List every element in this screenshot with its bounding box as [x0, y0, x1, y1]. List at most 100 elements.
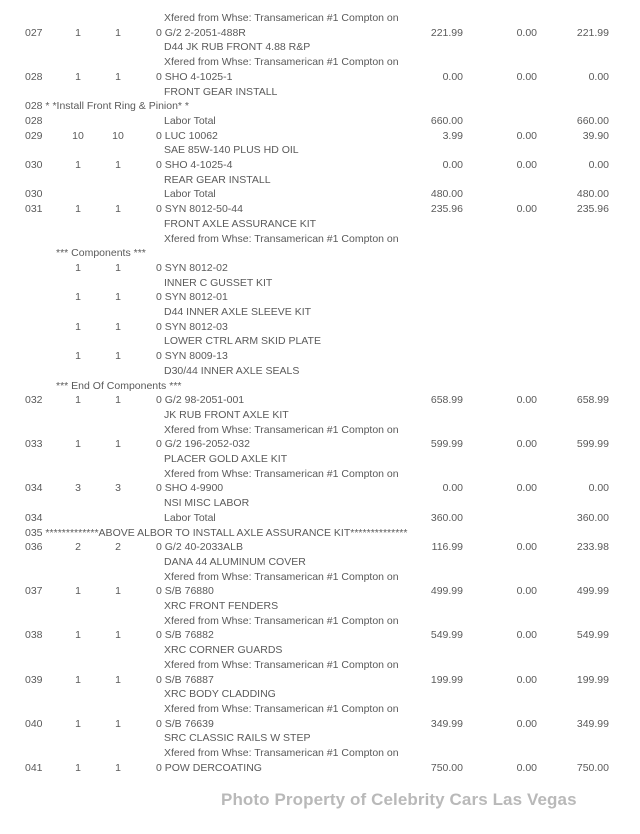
discount: 0.00 — [516, 26, 537, 39]
line-item-row: 1 1 0 SYN 8012-02 — [0, 261, 640, 276]
qty-shipped: 1 — [115, 350, 121, 363]
qty-shipped: 1 — [115, 629, 121, 642]
line-note: 035 *************ABOVE ALBOR TO INSTALL … — [25, 526, 408, 539]
labor-label: Labor Total — [164, 114, 216, 127]
item-description: XRC CORNER GUARDS — [164, 644, 283, 657]
qty-ordered: 1 — [75, 26, 81, 39]
unit-price: 199.99 — [430, 673, 463, 686]
amount: 658.99 — [576, 394, 609, 407]
line-item-row: 1 1 0 SYN 8012-01 — [0, 290, 640, 305]
line-number: 039 — [25, 673, 43, 686]
qty-shipped: 1 — [115, 438, 121, 451]
line-item-row: 039 1 1 0 S/B 76887 199.99 0.00 199.99 — [0, 673, 640, 688]
qty-shipped: 1 — [115, 291, 121, 304]
desc-row: FRONT GEAR INSTALL — [0, 85, 640, 100]
note-row: 035 *************ABOVE ALBOR TO INSTALL … — [0, 526, 640, 541]
desc-row: JK RUB FRONT AXLE KIT — [0, 408, 640, 423]
qty-shipped: 3 — [115, 482, 121, 495]
unit-price: 0.00 — [442, 159, 463, 171]
unit-price: 116.99 — [431, 541, 463, 554]
part-number: 0 G/2 196-2052-032 — [156, 438, 250, 451]
unit-price: 3.99 — [442, 129, 463, 142]
part-number: 0 S/B 76880 — [156, 585, 214, 598]
discount: 0.00 — [516, 482, 537, 495]
unit-price: 599.99 — [430, 438, 463, 451]
transfer-note: Xfered from Whse: Transamerican #1 Compt… — [164, 232, 399, 245]
discount: 0.00 — [516, 541, 537, 554]
xfer-row: Xfered from Whse: Transamerican #1 Compt… — [0, 11, 640, 26]
amount: 750.00 — [576, 761, 609, 774]
qty-ordered: 1 — [75, 291, 81, 304]
unit-price: 750.00 — [430, 761, 463, 774]
xfer-row: Xfered from Whse: Transamerican #1 Compt… — [0, 746, 640, 761]
line-number: 030 — [25, 188, 43, 201]
xfer-row: Xfered from Whse: Transamerican #1 Compt… — [0, 570, 640, 585]
amount: 480.00 — [576, 188, 609, 201]
item-description: FRONT AXLE ASSURANCE KIT — [164, 217, 317, 230]
line-item-row: 034 3 3 0 SHO 4-9900 0.00 0.00 0.00 — [0, 481, 640, 496]
transfer-note: Xfered from Whse: Transamerican #1 Compt… — [164, 702, 399, 715]
amount: 235.96 — [576, 203, 609, 216]
qty-shipped: 1 — [115, 159, 121, 171]
unit-price: 349.99 — [430, 717, 463, 730]
desc-row: XRC FRONT FENDERS — [0, 599, 640, 614]
item-description: LOWER CTRL ARM SKID PLATE — [164, 335, 321, 348]
item-description: XRC BODY CLADDING — [164, 688, 276, 701]
qty-ordered: 1 — [75, 629, 81, 642]
unit-price: 658.99 — [430, 394, 463, 407]
desc-row: XRC CORNER GUARDS — [0, 643, 640, 658]
part-number: 0 SYN 8012-03 — [156, 320, 228, 333]
line-number: 041 — [25, 761, 43, 774]
xfer-row: Xfered from Whse: Transamerican #1 Compt… — [0, 232, 640, 247]
amount: 221.99 — [576, 26, 609, 39]
line-item-row: 033 1 1 0 G/2 196-2052-032 599.99 0.00 599.99 — [0, 437, 640, 452]
xfer-row: Xfered from Whse: Transamerican #1 Compt… — [0, 658, 640, 673]
labor-row: 028 Labor Total 660.00 660.00 — [0, 114, 640, 129]
qty-ordered: 1 — [75, 320, 81, 333]
discount: 0.00 — [516, 203, 537, 216]
amount: 599.99 — [576, 438, 609, 451]
qty-ordered: 3 — [75, 482, 81, 495]
qty-shipped: 1 — [115, 585, 121, 598]
part-number: 0 G/2 40-2033ALB — [156, 541, 243, 554]
item-description: PLACER GOLD AXLE KIT — [164, 453, 288, 465]
line-number: 028 — [25, 114, 43, 127]
discount: 0.00 — [516, 159, 537, 171]
part-number: 0 SHO 4-1025-4 — [156, 159, 233, 171]
transfer-note: Xfered from Whse: Transamerican #1 Compt… — [164, 747, 399, 759]
item-description: DANA 44 ALUMINUM COVER — [164, 555, 306, 568]
qty-ordered: 1 — [75, 159, 81, 171]
item-description: SRC CLASSIC RAILS W STEP — [164, 732, 311, 745]
unit-price: 235.96 — [430, 203, 463, 216]
item-description: NSI MISC LABOR — [164, 497, 250, 510]
line-number: 032 — [25, 394, 43, 407]
qty-ordered: 2 — [75, 541, 81, 554]
labor-price: 480.00 — [430, 188, 463, 201]
discount: 0.00 — [516, 585, 537, 598]
line-number: 038 — [25, 629, 43, 642]
unit-price: 0.00 — [442, 482, 463, 495]
desc-row: LOWER CTRL ARM SKID PLATE — [0, 334, 640, 349]
comp-row: *** End Of Components *** — [0, 379, 640, 394]
qty-shipped: 1 — [115, 203, 121, 216]
discount: 0.00 — [516, 438, 537, 451]
desc-row: D30/44 INNER AXLE SEALS — [0, 364, 640, 379]
xfer-row: Xfered from Whse: Transamerican #1 Compt… — [0, 423, 640, 438]
line-number: 030 — [25, 159, 43, 171]
line-number: 037 — [25, 585, 43, 598]
line-item-row: 030 1 1 0 SHO 4-1025-4 0.00 0.00 0.00 — [0, 158, 640, 173]
qty-shipped: 1 — [115, 717, 121, 730]
item-description: REAR GEAR INSTALL — [164, 173, 271, 186]
line-number: 034 — [25, 482, 43, 495]
note-row: 028 * *Install Front Ring & Pinion* * — [0, 99, 640, 114]
labor-row: 030 Labor Total 480.00 480.00 — [0, 187, 640, 202]
qty-ordered: 1 — [75, 394, 81, 407]
qty-ordered: 1 — [75, 585, 81, 598]
part-number: 0 SYN 8009-13 — [156, 350, 228, 363]
labor-row: 034 Labor Total 360.00 360.00 — [0, 511, 640, 526]
discount: 0.00 — [516, 761, 537, 774]
part-number: 0 LUC 10062 — [156, 129, 218, 142]
desc-row: D44 INNER AXLE SLEEVE KIT — [0, 305, 640, 320]
discount: 0.00 — [516, 394, 537, 407]
desc-row: SAE 85W-140 PLUS HD OIL — [0, 143, 640, 158]
